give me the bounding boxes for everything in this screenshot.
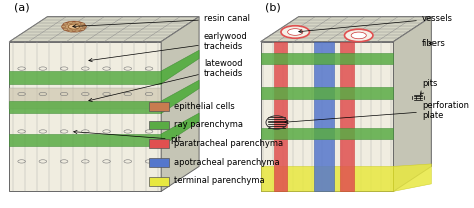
Circle shape <box>63 28 68 30</box>
Text: fibers: fibers <box>422 39 446 48</box>
Bar <box>149 158 169 167</box>
Polygon shape <box>393 17 431 191</box>
Polygon shape <box>9 42 161 191</box>
Text: terminal parenchyma: terminal parenchyma <box>174 176 264 186</box>
Bar <box>149 177 169 186</box>
Polygon shape <box>9 17 199 42</box>
Polygon shape <box>314 42 334 191</box>
Text: (a): (a) <box>14 2 30 12</box>
Text: epithelial cells: epithelial cells <box>174 102 235 111</box>
Bar <box>149 102 169 111</box>
Polygon shape <box>9 134 161 146</box>
Text: apotracheal parenchyma: apotracheal parenchyma <box>174 158 280 167</box>
Circle shape <box>351 32 366 39</box>
Circle shape <box>80 28 85 30</box>
Circle shape <box>68 24 80 29</box>
Polygon shape <box>161 50 199 84</box>
Polygon shape <box>161 113 199 146</box>
Text: ray parenchyma: ray parenchyma <box>174 120 243 129</box>
Text: resin canal: resin canal <box>73 14 250 28</box>
Polygon shape <box>261 128 393 139</box>
Circle shape <box>82 26 87 28</box>
Polygon shape <box>9 71 161 84</box>
Polygon shape <box>274 42 287 191</box>
Circle shape <box>75 21 80 23</box>
Polygon shape <box>393 164 431 191</box>
Circle shape <box>281 26 310 38</box>
Text: vessels: vessels <box>299 14 453 33</box>
Polygon shape <box>9 88 161 109</box>
Polygon shape <box>261 17 431 42</box>
Text: earlywood
tracheids: earlywood tracheids <box>89 32 247 62</box>
Circle shape <box>61 26 66 28</box>
Circle shape <box>62 21 86 32</box>
Bar <box>149 121 169 129</box>
Text: paratracheal parenchyma: paratracheal parenchyma <box>174 139 283 148</box>
Text: pit: pit <box>73 130 182 144</box>
Circle shape <box>68 21 73 23</box>
Text: (b): (b) <box>265 2 281 12</box>
Circle shape <box>68 30 73 32</box>
Circle shape <box>63 23 68 25</box>
Polygon shape <box>261 87 393 99</box>
Text: latewood
tracheids: latewood tracheids <box>89 59 243 102</box>
Text: perforation
plate: perforation plate <box>285 100 469 124</box>
Circle shape <box>80 23 85 25</box>
Text: pits: pits <box>420 79 437 94</box>
Polygon shape <box>261 53 393 64</box>
Bar <box>149 139 169 148</box>
Polygon shape <box>161 80 199 114</box>
Circle shape <box>288 29 303 35</box>
Polygon shape <box>340 42 354 191</box>
Polygon shape <box>9 101 161 114</box>
Polygon shape <box>161 17 199 191</box>
Polygon shape <box>261 166 393 191</box>
Polygon shape <box>261 42 393 191</box>
Circle shape <box>75 30 80 32</box>
Circle shape <box>345 29 373 42</box>
